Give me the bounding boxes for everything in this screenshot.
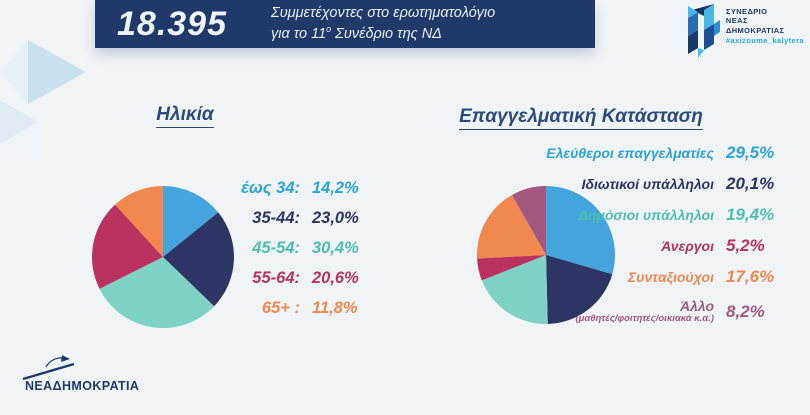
legend-value: 30,4% bbox=[312, 239, 359, 257]
legend-value: 8,2% bbox=[726, 301, 765, 321]
occupation-chart-title: Επαγγελματική Κατάσταση bbox=[441, 106, 721, 130]
congress-hashtag: #axizoume_kalytera bbox=[725, 36, 804, 46]
pie-slice-έως 34 bbox=[163, 186, 219, 257]
legend-item-55-64: 55-64: 20,6% bbox=[218, 269, 366, 299]
legend-value: 17,6% bbox=[726, 267, 775, 286]
legend-value: 23,0% bbox=[312, 209, 359, 227]
pie-slice-Ιδιωτικοί υπάλληλοι bbox=[546, 255, 613, 324]
nd-torch-icon bbox=[22, 355, 75, 381]
pie-slice-Ελεύθεροι επαγγελματίες bbox=[546, 186, 615, 275]
legend-label: Ελεύθεροι επαγγελματίες bbox=[546, 144, 714, 161]
congress-11-icon bbox=[687, 4, 720, 58]
legend-label: Ιδιωτικοί υπάλληλοι bbox=[581, 175, 714, 192]
legend-item-Άνεργοι: Άνεργοι 5,2% bbox=[514, 236, 776, 256]
legend-item-Δημόσιοι υπάλληλοι: Δημόσιοι υπάλληλοι 19,4% bbox=[514, 205, 776, 225]
nd-brand-logo: ΝΕΑΔΗΜΟΚΡΑΤΙΑ bbox=[16, 354, 139, 393]
legend-label: 65+ : bbox=[261, 299, 300, 317]
pie-slice-Δημόσιοι υπάλληλοι bbox=[481, 255, 548, 324]
occupation-legend: Ελεύθεροι επαγγελματίες 29,5% Ιδιωτικοί υπ… bbox=[514, 143, 776, 325]
legend-item-65+: 65+ : 11,8% bbox=[218, 299, 366, 329]
header-banner: 18.395 Συμμετέχοντες στο ερωτηματολόγιο … bbox=[95, 0, 595, 48]
legend-label: Δημόσιοι υπάλληλοι bbox=[578, 206, 714, 223]
legend-value: 29,5% bbox=[726, 143, 775, 162]
congress-logo-line2: ΝΕΑΣ bbox=[725, 16, 748, 26]
pie-slice-Συνταξιούχοι bbox=[477, 194, 546, 259]
legend-label: 35-44: bbox=[252, 209, 300, 227]
age-chart-title: Ηλικία bbox=[125, 104, 245, 128]
pie-slice-65+ bbox=[115, 186, 163, 257]
pie-slice-Άλλο bbox=[512, 186, 546, 255]
legend-value: 20,1% bbox=[726, 174, 775, 193]
legend-value: 5,2% bbox=[726, 236, 765, 255]
age-pie-chart bbox=[92, 186, 234, 328]
participant-count: 18.395 bbox=[117, 4, 227, 43]
legend-item-Ιδιωτικοί υπάλληλοι: Ιδιωτικοί υπάλληλοι 20,1% bbox=[514, 174, 776, 194]
pie-slice-55-64 bbox=[92, 204, 163, 289]
header-subtitle-line2: για το 11ο Συνέδριο της ΝΔ bbox=[271, 23, 442, 42]
congress-logo-line3: ΔΗΜΟΚΡΑΤΙΑΣ bbox=[725, 25, 785, 35]
pie-slice-Άνεργοι bbox=[477, 255, 546, 281]
decorative-triangles bbox=[0, 40, 86, 164]
legend-item-45-54: 45-54: 30,4% bbox=[218, 239, 366, 269]
legend-label: Άλλο (μαθητές/φοιτητές/οικιακά κ.α.) bbox=[514, 298, 714, 325]
legend-value: 19,4% bbox=[726, 205, 775, 224]
legend-value: 11,8% bbox=[312, 299, 358, 317]
legend-label: 45-54: bbox=[252, 239, 300, 257]
pie-slice-45-54 bbox=[99, 257, 215, 328]
age-legend: έως 34: 14,2% 35-44: 23,0% 45-54: 30,4% 55-64:… bbox=[218, 179, 366, 329]
pie-slice-35-44 bbox=[163, 212, 234, 307]
legend-item-Άλλο: Άλλο (μαθητές/φοιτητές/οικιακά κ.α.) 8,2% bbox=[514, 298, 776, 325]
legend-value: 20,6% bbox=[312, 269, 359, 287]
legend-label: 55-64: bbox=[252, 269, 300, 287]
legend-label: Άνεργοι bbox=[661, 237, 714, 254]
legend-item-Ελεύθεροι επαγγελματίες: Ελεύθεροι επαγγελματίες 29,5% bbox=[514, 143, 776, 163]
legend-item-35-44: 35-44: 23,0% bbox=[218, 209, 366, 239]
header-subtitle-line1: Συμμετέχοντες στο ερωτηματολόγιο bbox=[271, 5, 496, 22]
congress-logo-line1: ΣΥΝΕΔΡΙΟ bbox=[725, 7, 768, 16]
legend-sublabel: (μαθητές/φοιτητές/οικιακά κ.α.) bbox=[575, 313, 714, 325]
occupation-pie-chart bbox=[477, 186, 615, 324]
nd-brand-text: ΝΕΑΔΗΜΟΚΡΑΤΙΑ bbox=[25, 379, 140, 393]
congress-logo-text: ΣΥΝΕΔΡΙΟ ΝΕΑΣ ΔΗΜΟΚΡΑΤΙΑΣ #axizoume_kaly… bbox=[726, 7, 804, 46]
congress-logo: ΣΥΝΕΔΡΙΟ ΝΕΑΣ ΔΗΜΟΚΡΑΤΙΑΣ #axizoume_kaly… bbox=[684, 2, 804, 60]
legend-item-Συνταξιούχοι: Συνταξιούχοι 17,6% bbox=[514, 267, 776, 287]
legend-value: 14,2% bbox=[312, 179, 359, 197]
legend-label: Συνταξιούχοι bbox=[627, 268, 714, 285]
legend-label: έως 34: bbox=[241, 179, 300, 197]
header-subtitle: Συμμετέχοντες στο ερωτηματολόγιο για το … bbox=[271, 4, 495, 43]
legend-item-έως 34: έως 34: 14,2% bbox=[218, 179, 366, 209]
